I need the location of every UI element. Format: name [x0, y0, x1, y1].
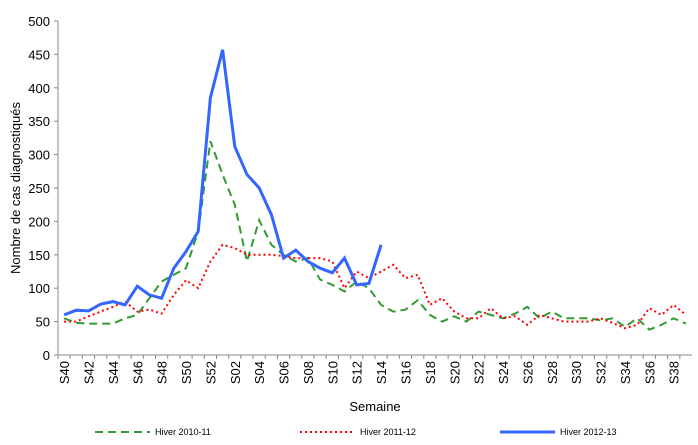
- y-tick-label: 300: [28, 148, 50, 163]
- y-tick-label: 350: [28, 114, 50, 129]
- x-tick-label: S10: [325, 361, 340, 384]
- x-tick-label: S14: [374, 361, 389, 384]
- legend-label: Hiver 2011-12: [360, 427, 416, 437]
- series-line: [64, 243, 687, 330]
- x-tick-label: S40: [57, 361, 72, 384]
- y-tick-label: 0: [43, 348, 50, 363]
- y-tick-label: 150: [28, 248, 50, 263]
- x-tick-label: S34: [618, 361, 633, 384]
- x-tick-label: S36: [642, 361, 657, 384]
- x-tick-label: S22: [472, 361, 487, 384]
- x-tick-label: S28: [545, 361, 560, 384]
- x-tick-label: S50: [179, 361, 194, 384]
- y-axis-label: Nombre de cas diagnostiqués: [8, 102, 23, 274]
- x-tick-label: S08: [301, 361, 316, 384]
- x-tick-label: S26: [520, 361, 535, 384]
- x-tick-label: S52: [203, 361, 218, 384]
- series-line: [63, 49, 383, 317]
- x-tick-label: S16: [398, 361, 413, 384]
- y-tick-label: 400: [28, 81, 50, 96]
- legend-label: Hiver 2010-11: [155, 427, 211, 437]
- x-tick-label: S38: [667, 361, 682, 384]
- x-tick-label: S06: [277, 361, 292, 384]
- x-tick-label: S48: [155, 361, 170, 384]
- y-tick-label: 450: [28, 47, 50, 62]
- series-line: [63, 140, 687, 331]
- x-tick-label: S18: [423, 361, 438, 384]
- y-tick-label: 500: [28, 14, 50, 29]
- x-axis-label: Semaine: [349, 399, 400, 414]
- x-tick-label: S20: [447, 361, 462, 384]
- y-tick-label: 200: [28, 214, 50, 229]
- x-tick-label: S04: [252, 361, 267, 384]
- x-tick-label: S02: [228, 361, 243, 384]
- x-tick-label: S12: [350, 361, 365, 384]
- y-tick-label: 50: [36, 315, 50, 330]
- x-tick-label: S44: [106, 361, 121, 384]
- x-tick-label: S24: [496, 361, 511, 384]
- x-tick-label: S32: [594, 361, 609, 384]
- legend-label: Hiver 2012-13: [560, 427, 617, 437]
- y-tick-label: 100: [28, 281, 50, 296]
- x-tick-label: S46: [130, 361, 145, 384]
- y-tick-label: 250: [28, 181, 50, 196]
- x-tick-label: S30: [569, 361, 584, 384]
- x-tick-label: S42: [81, 361, 96, 384]
